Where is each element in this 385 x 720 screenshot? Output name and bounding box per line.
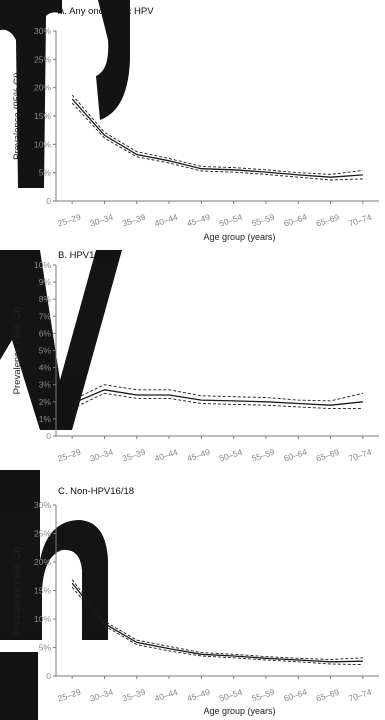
- y-tick-label: 15%: [34, 586, 51, 596]
- charts-layer: A. Any oncogenic HPV 0 5% 10% 15% 20% 25% 30% 25…: [12, 6, 379, 716]
- y-tick-label: 6%: [39, 328, 52, 338]
- x-tick-label: 30–34: [89, 212, 115, 229]
- x-tick-label: 65–69: [315, 212, 341, 229]
- x-tick-label: 55–59: [250, 447, 276, 464]
- chart-title: B. HPV16/18: [58, 250, 113, 261]
- x-tick-label: 40–44: [153, 687, 179, 704]
- y-tick-label: 10%: [34, 139, 51, 149]
- watermark-shape-4: [0, 470, 108, 640]
- watermark: [0, 0, 130, 720]
- y-tick-label: 15%: [34, 111, 51, 121]
- ci-upper-line: [71, 579, 363, 660]
- ci-upper-line: [71, 94, 363, 175]
- x-axis-title: Age group (years): [203, 706, 275, 716]
- prevalence-line: [71, 98, 363, 178]
- x-tick-label: 35–39: [121, 687, 147, 704]
- watermark-shape-5: [0, 652, 38, 720]
- watermark-shape-1: [0, 0, 62, 188]
- watermark-shape-2: [96, 0, 130, 120]
- ci-lower-line: [71, 102, 363, 181]
- chart-title: C. Non-HPV16/18: [58, 486, 134, 497]
- prevalence-line: [71, 582, 363, 663]
- x-tick-label: 70–74: [347, 687, 373, 704]
- y-tick-label: 5%: [39, 346, 52, 356]
- y-tick-label: 8%: [39, 294, 52, 304]
- chart-title: A. Any oncogenic HPV: [58, 6, 154, 17]
- y-axis-title: Prevalence (95% CI): [12, 72, 23, 160]
- x-tick-label: 40–44: [153, 212, 179, 229]
- x-tick-label: 60–64: [283, 212, 309, 229]
- chart-panel-3: C. Non-HPV16/18 0 5% 10% 15% 20% 25% 30% 25–29 30…: [12, 486, 379, 716]
- y-tick-label: 9%: [39, 277, 52, 287]
- y-tick-label: 10%: [34, 260, 51, 270]
- ci-upper-line: [72, 384, 364, 402]
- x-axis-title: Age group (years): [203, 232, 275, 242]
- chart-panel-1: A. Any oncogenic HPV 0 5% 10% 15% 20% 25% 30% 25…: [12, 6, 379, 242]
- prevalence-line: [71, 389, 363, 406]
- x-tick-label: 25–29: [56, 687, 82, 704]
- y-tick-label: 20%: [34, 557, 51, 567]
- x-tick-label: 50–54: [218, 447, 244, 464]
- x-tick-label: 70–74: [347, 212, 373, 229]
- x-tick-label: 25–29: [56, 447, 82, 464]
- ci-lower-line: [71, 586, 363, 666]
- x-tick-label: 65–69: [315, 447, 341, 464]
- x-tick-label: 50–54: [218, 212, 244, 229]
- y-tick-label: 1%: [39, 414, 52, 424]
- x-tick-label: 55–59: [250, 212, 276, 229]
- y-tick-label: 7%: [39, 311, 52, 321]
- x-tick-label: 45–49: [186, 447, 212, 464]
- x-tick-label: 35–39: [121, 447, 147, 464]
- y-axis-title: Prevalence (95% CI): [12, 307, 23, 395]
- x-tick-label: 65–69: [315, 687, 341, 704]
- y-tick-label: 30%: [34, 500, 51, 510]
- y-tick-label: 2%: [39, 397, 52, 407]
- y-tick-label: 0: [46, 671, 51, 681]
- y-tick-label: 30%: [34, 26, 51, 36]
- y-tick-label: 20%: [34, 83, 51, 93]
- y-tick-label: 0: [46, 196, 51, 206]
- x-tick-label: 55–59: [250, 687, 276, 704]
- ci-lower-line: [72, 392, 363, 410]
- y-tick-label: 25%: [34, 54, 51, 64]
- watermark-shape-3: [0, 250, 122, 430]
- x-tick-label: 45–49: [186, 212, 212, 229]
- y-tick-label: 3%: [39, 380, 52, 390]
- x-tick-label: 25–29: [56, 212, 82, 229]
- x-tick-label: 45–49: [186, 687, 212, 704]
- y-tick-label: 5%: [39, 168, 52, 178]
- y-tick-label: 25%: [34, 529, 51, 539]
- y-tick-label: 5%: [39, 643, 52, 653]
- y-tick-label: 0: [46, 431, 51, 441]
- x-tick-label: 30–34: [89, 687, 115, 704]
- x-tick-label: 60–64: [283, 687, 309, 704]
- x-tick-label: 35–39: [121, 212, 147, 229]
- x-tick-label: 70–74: [347, 447, 373, 464]
- x-tick-label: 30–34: [89, 447, 115, 464]
- x-tick-label: 40–44: [153, 447, 179, 464]
- y-tick-label: 10%: [34, 614, 51, 624]
- x-tick-label: 60–64: [283, 447, 309, 464]
- x-tick-label: 50–54: [218, 687, 244, 704]
- y-tick-label: 4%: [39, 363, 52, 373]
- y-axis-title: Prevalence (95% CI): [12, 547, 23, 635]
